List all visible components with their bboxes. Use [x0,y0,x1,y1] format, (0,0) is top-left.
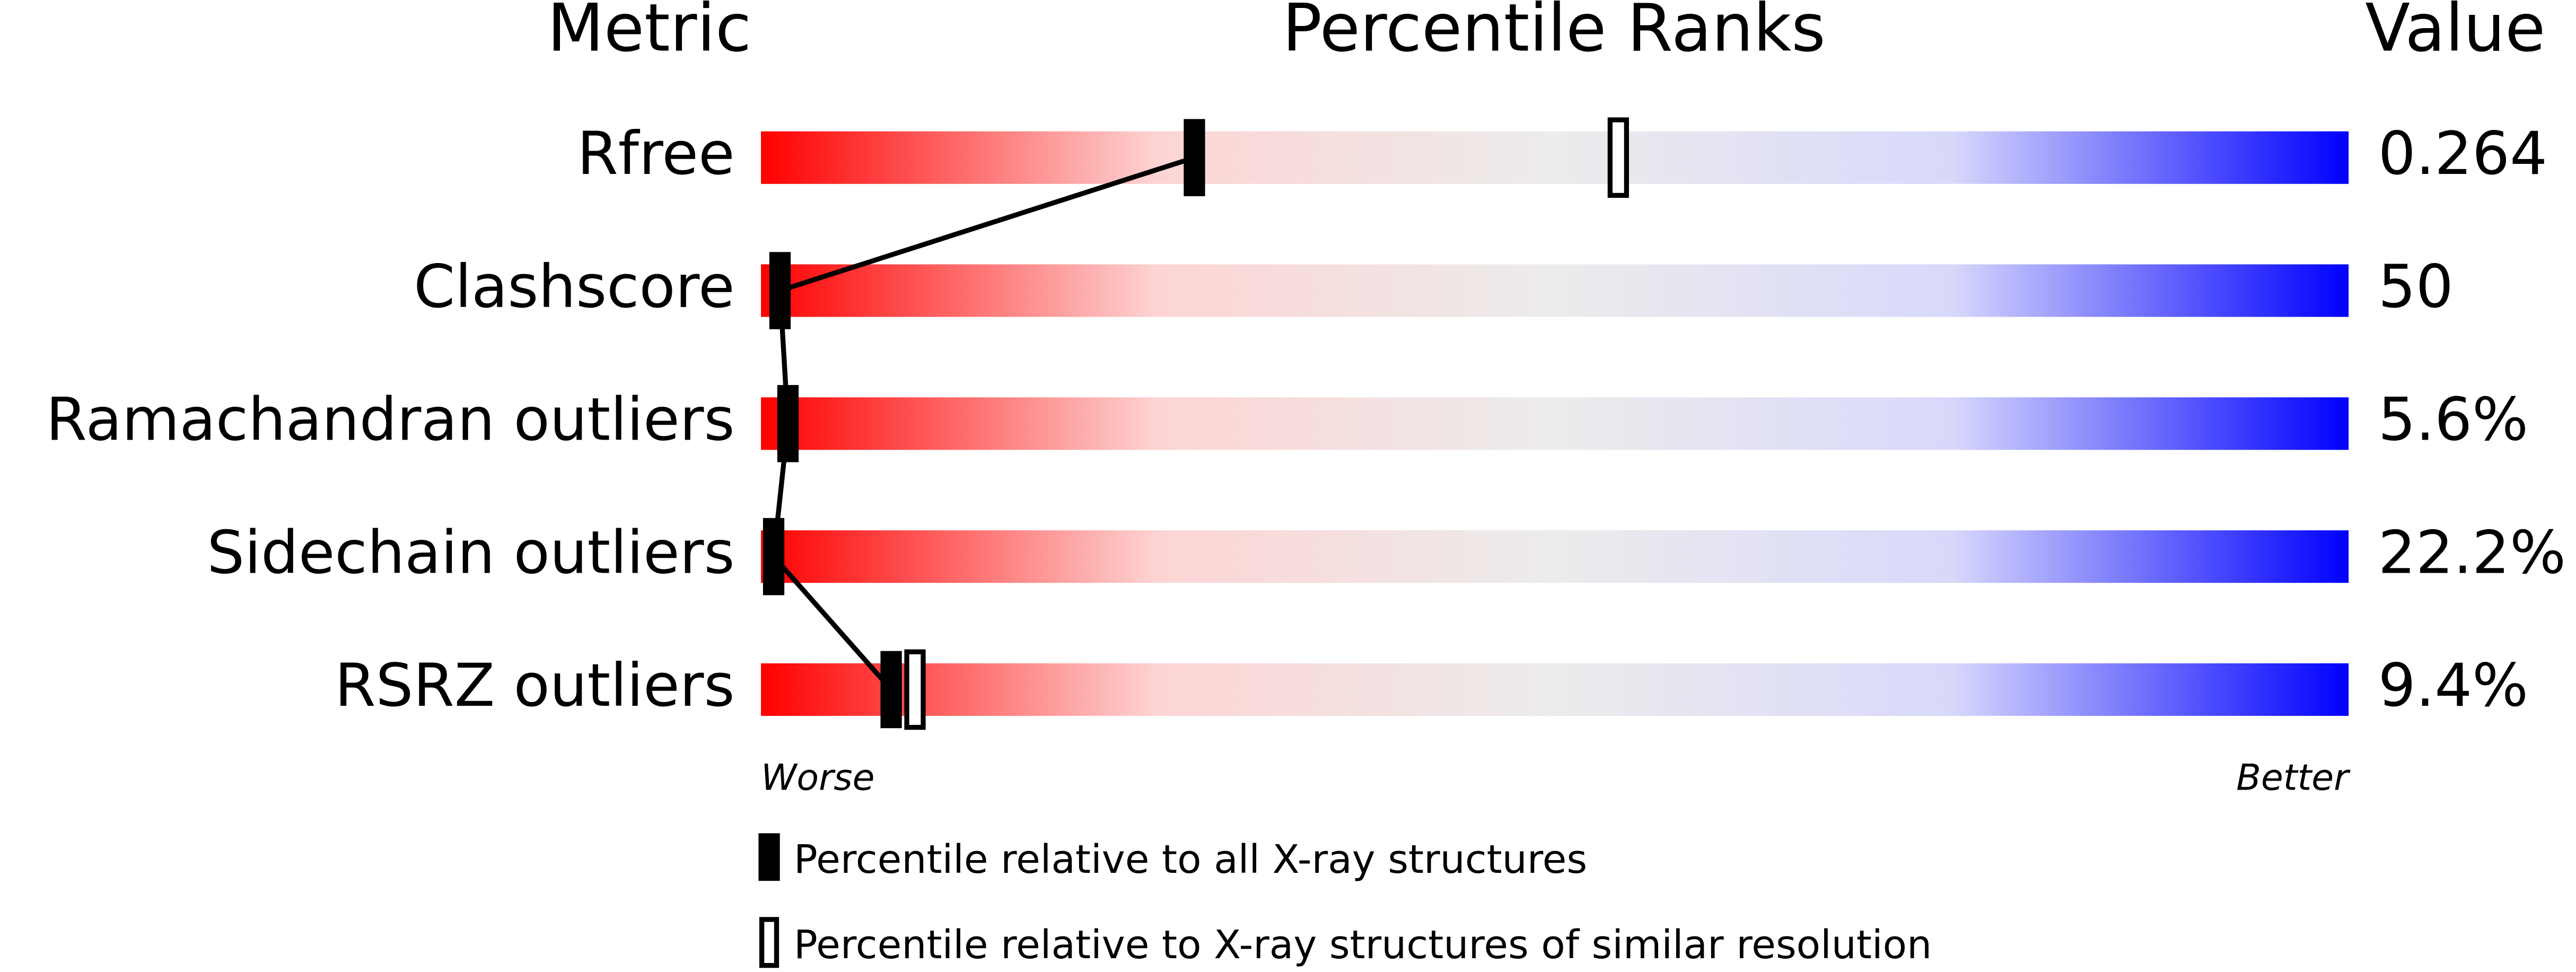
metric-value: 0.264 [2378,120,2547,188]
header: Metric [547,0,751,67]
axis-label: Better [2236,757,2351,799]
marker-all [1184,119,1205,197]
metric-label: Clashscore [414,253,734,321]
legend-label: Percentile relative to all X-ray structu… [794,836,1587,882]
marker-all [769,252,791,329]
metric-label: Ramachandran outliers [46,386,735,454]
percentile-bar [761,131,2349,184]
marker-similar [1607,117,1629,198]
axis-label: Worse [761,757,874,799]
percentile-bar [761,530,2349,583]
percentile-bar [761,264,2349,317]
metric-value: 22.2% [2378,519,2566,587]
legend-marker [759,917,779,968]
metric-label: Sidechain outliers [207,519,734,587]
percentile-bar [761,663,2349,716]
metric-value: 9.4% [2378,652,2528,720]
marker-all [777,385,799,462]
metric-value: 50 [2378,253,2454,321]
legend-label: Percentile relative to X-ray structures … [794,922,1932,968]
header: Percentile Ranks [1282,0,1825,67]
metric-value: 5.6% [2378,386,2528,454]
metric-label: Rfree [577,120,734,188]
metric-label: RSRZ outliers [335,652,734,720]
marker-all [880,651,902,729]
legend-marker [758,833,780,881]
marker-all [763,518,785,596]
marker-similar [904,649,926,730]
percentile-bar [761,397,2349,450]
header: Value [2365,0,2545,67]
